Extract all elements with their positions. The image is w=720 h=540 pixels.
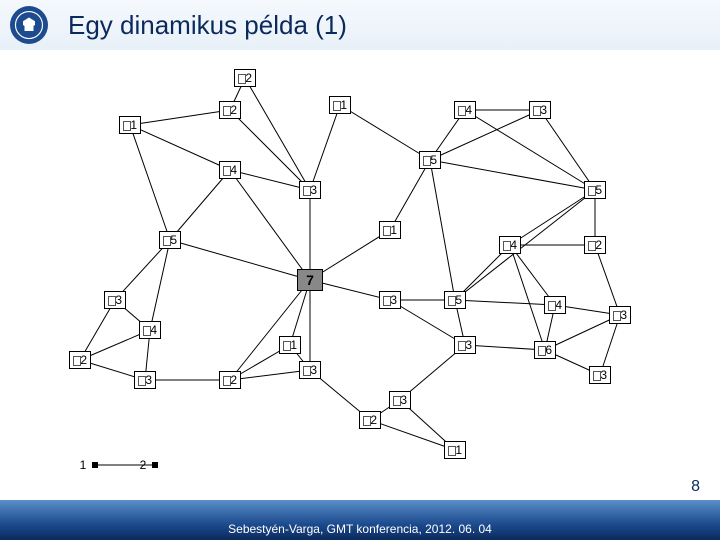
graph-node: 5 <box>159 231 181 249</box>
footer-text: Sebestyén-Varga, GMT konferencia, 2012. … <box>228 522 492 536</box>
slide-header: Egy dinamikus példa (1) <box>0 0 720 50</box>
graph-node: 2 <box>584 236 606 254</box>
graph-node: 7 <box>297 269 323 291</box>
graph-small-node <box>92 462 98 468</box>
graph-node: 4 <box>454 101 476 119</box>
graph-node: 3 <box>299 361 321 379</box>
graph-node: 4 <box>544 296 566 314</box>
graph-node: 1 <box>329 96 351 114</box>
graph-node: 3 <box>299 181 321 199</box>
page-number: 8 <box>691 478 700 496</box>
graph-node: 3 <box>134 371 156 389</box>
graph-node: 2 <box>359 411 381 429</box>
graph-node: 6 <box>534 341 556 359</box>
graph-node: 1 <box>279 336 301 354</box>
slide-footer: Sebestyén-Varga, GMT konferencia, 2012. … <box>0 500 720 540</box>
graph-node: 1 <box>119 116 141 134</box>
graph-node: 3 <box>379 291 401 309</box>
graph-node: 2 <box>219 101 241 119</box>
graph-node: 1 <box>379 221 401 239</box>
graph-node: 5 <box>584 181 606 199</box>
university-logo <box>10 6 48 44</box>
graph-node: 3 <box>104 291 126 309</box>
graph-node: 4 <box>219 161 241 179</box>
graph-node: 3 <box>609 306 631 324</box>
network-graph: 1224357114355342323123353463324112 <box>0 50 720 480</box>
graph-small-label: 1 <box>80 458 87 472</box>
graph-node: 3 <box>454 336 476 354</box>
graph-node: 4 <box>139 321 161 339</box>
graph-node: 2 <box>69 351 91 369</box>
graph-small-node <box>152 462 158 468</box>
graph-node: 5 <box>419 151 441 169</box>
graph-node: 5 <box>444 291 466 309</box>
graph-small-label: 2 <box>140 458 147 472</box>
graph-node: 3 <box>589 366 611 384</box>
slide-title: Egy dinamikus példa (1) <box>68 10 347 41</box>
graph-node: 3 <box>529 101 551 119</box>
graph-node: 4 <box>499 236 521 254</box>
graph-node: 2 <box>219 371 241 389</box>
graph-node: 2 <box>234 69 256 87</box>
graph-node: 3 <box>389 391 411 409</box>
graph-node: 1 <box>444 441 466 459</box>
